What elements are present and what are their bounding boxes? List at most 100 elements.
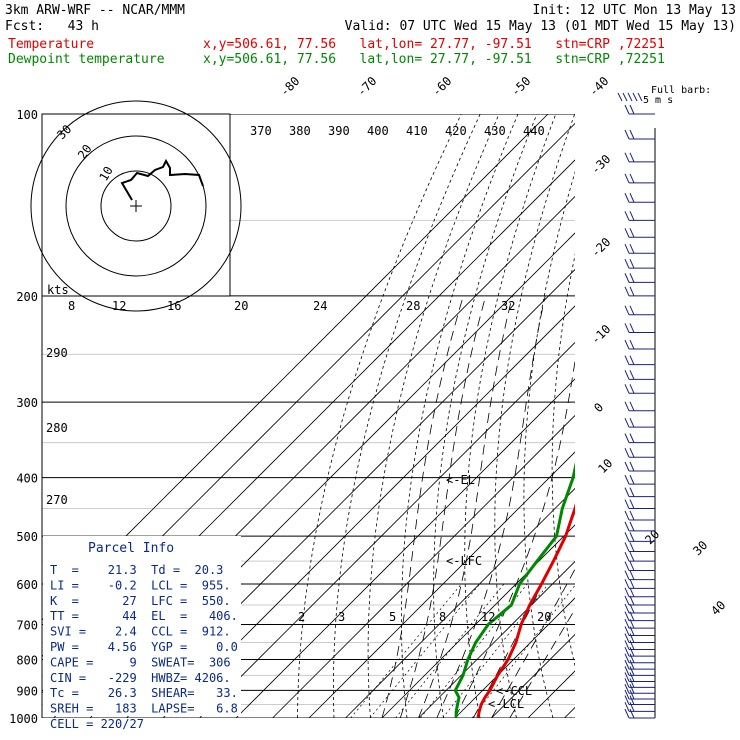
wind-barb-flag — [629, 695, 635, 705]
dewpoint-profile — [453, 461, 575, 718]
wind-barb-flag — [624, 551, 630, 562]
dry-adiabat — [523, 170, 575, 718]
wind-barb-flag — [629, 499, 635, 509]
wind-barb-flag — [624, 570, 630, 580]
wind-barb-flag — [624, 702, 630, 712]
wind-barb-flag — [629, 173, 635, 184]
parcel-info-title: Parcel Info — [88, 541, 174, 556]
moist-adiabat — [491, 568, 575, 718]
isotherm-line — [381, 524, 575, 718]
isotherm-line — [491, 633, 575, 718]
wind-barb-flag — [629, 211, 635, 221]
wind-barb-flag — [624, 640, 630, 650]
wind-barb-flag — [624, 689, 630, 700]
parcel-info-row: TT = 44 EL = 406. — [50, 609, 238, 623]
wind-barb-flag — [629, 510, 635, 521]
wind-barb-flag — [624, 286, 630, 297]
isotherm-label: -20 — [588, 235, 613, 260]
dry-adiabat — [682, 114, 740, 718]
wind-barb-flag — [629, 461, 635, 472]
barb-legend-units: 5 m s — [643, 95, 673, 106]
wind-barb-flag — [629, 708, 635, 719]
isotherm-line — [564, 706, 575, 718]
hodograph-trace — [120, 158, 204, 201]
parcel-info-row: PW = 4.56 YGP = 0.0 — [50, 640, 238, 654]
isotherm-line — [162, 305, 575, 718]
model-title: 3km ARW-WRF -- NCAR/MMM — [5, 3, 186, 18]
mixing-ratio-label: 8 — [439, 610, 446, 624]
isotherm-label: -70 — [354, 74, 379, 99]
sounding-profiles — [453, 461, 575, 718]
barb-legend-glyph — [622, 92, 628, 102]
wind-barb-flag — [629, 129, 635, 140]
wind-barb-flag — [629, 152, 635, 163]
wind-barb-flag — [624, 603, 630, 614]
wind-barb-flag — [629, 579, 635, 589]
wind-barb-flag — [624, 579, 630, 589]
theta-side-label: 290 — [46, 346, 68, 360]
wind-barb-flag — [629, 595, 635, 606]
wind-barb-flag — [629, 640, 635, 650]
isotherm-label: -50 — [508, 74, 533, 99]
moist-adiabat — [381, 295, 464, 718]
wind-speed-label: 32 — [501, 299, 515, 313]
dry-adiabat — [433, 114, 538, 718]
wind-barb-flag — [624, 587, 630, 598]
dry-adiabat — [367, 114, 500, 718]
wind-barb-flag — [629, 646, 635, 657]
temperature-profile — [476, 503, 575, 718]
theta-side-label: 280 — [46, 421, 68, 435]
dewpoint-label: Dewpoint temperature — [8, 52, 165, 67]
mixing-ratio-line — [369, 583, 480, 718]
wind-barb-flag — [629, 570, 635, 580]
mixing-ratio-line — [350, 583, 462, 718]
hodograph-ring-label: 10 — [96, 164, 115, 184]
dry-adiabat — [401, 114, 519, 718]
temperature-label: Temperature — [8, 37, 95, 52]
theta-label: 380 — [289, 124, 311, 138]
mixing-ratio-label: 2 — [298, 610, 305, 624]
wind-barb-flag — [629, 384, 635, 394]
wind-barb-flag — [629, 633, 635, 643]
isotherm-label: -40 — [586, 74, 611, 99]
theta-label: 420 — [445, 124, 467, 138]
wind-barb-flag — [624, 447, 630, 458]
pressure-tick-label: 800 — [16, 653, 38, 667]
wind-barb-flag — [629, 611, 635, 621]
wind-barb-flag — [629, 286, 635, 297]
wind-speed-label: 12 — [112, 299, 126, 313]
wind-barb-flag — [629, 542, 635, 552]
wind-barb-flag — [629, 487, 635, 497]
wind-speed-label: 20 — [234, 299, 248, 313]
pressure-tick-label: 300 — [16, 396, 38, 410]
wind-barb-flag — [629, 339, 635, 350]
wind-barb-flag — [624, 474, 630, 485]
wind-barb-flag — [624, 370, 630, 380]
wind-barb-flag — [629, 417, 635, 428]
wind-barb-flag — [629, 355, 635, 365]
dry-adiabat — [551, 253, 575, 668]
wind-barb-flag — [629, 689, 635, 700]
wind-barb-flag — [624, 152, 630, 163]
wind-barb-flag — [624, 305, 630, 315]
pressure-tick-label: 100 — [16, 108, 38, 122]
dry-adiabat — [580, 114, 632, 718]
barb-legend-glyph — [617, 92, 623, 102]
hodograph-ring — [100, 170, 172, 242]
isotherm-label: -30 — [588, 152, 613, 177]
wind-barb-flag — [629, 702, 635, 712]
wind-barb-flag — [624, 228, 630, 238]
wind-barb-flag — [624, 646, 630, 657]
wind-barb-flag — [624, 561, 630, 571]
isotherm-line — [454, 597, 575, 718]
pressure-tick-label: 500 — [16, 530, 38, 544]
wind-barb-flag — [624, 633, 630, 643]
wind-barb-flag — [624, 401, 630, 411]
isotherm-label: 40 — [708, 598, 728, 618]
moist-adiabat — [399, 295, 487, 718]
wind-barb-flag — [629, 678, 635, 688]
wind-barb-flag — [629, 370, 635, 380]
hodograph-ring — [65, 135, 207, 277]
